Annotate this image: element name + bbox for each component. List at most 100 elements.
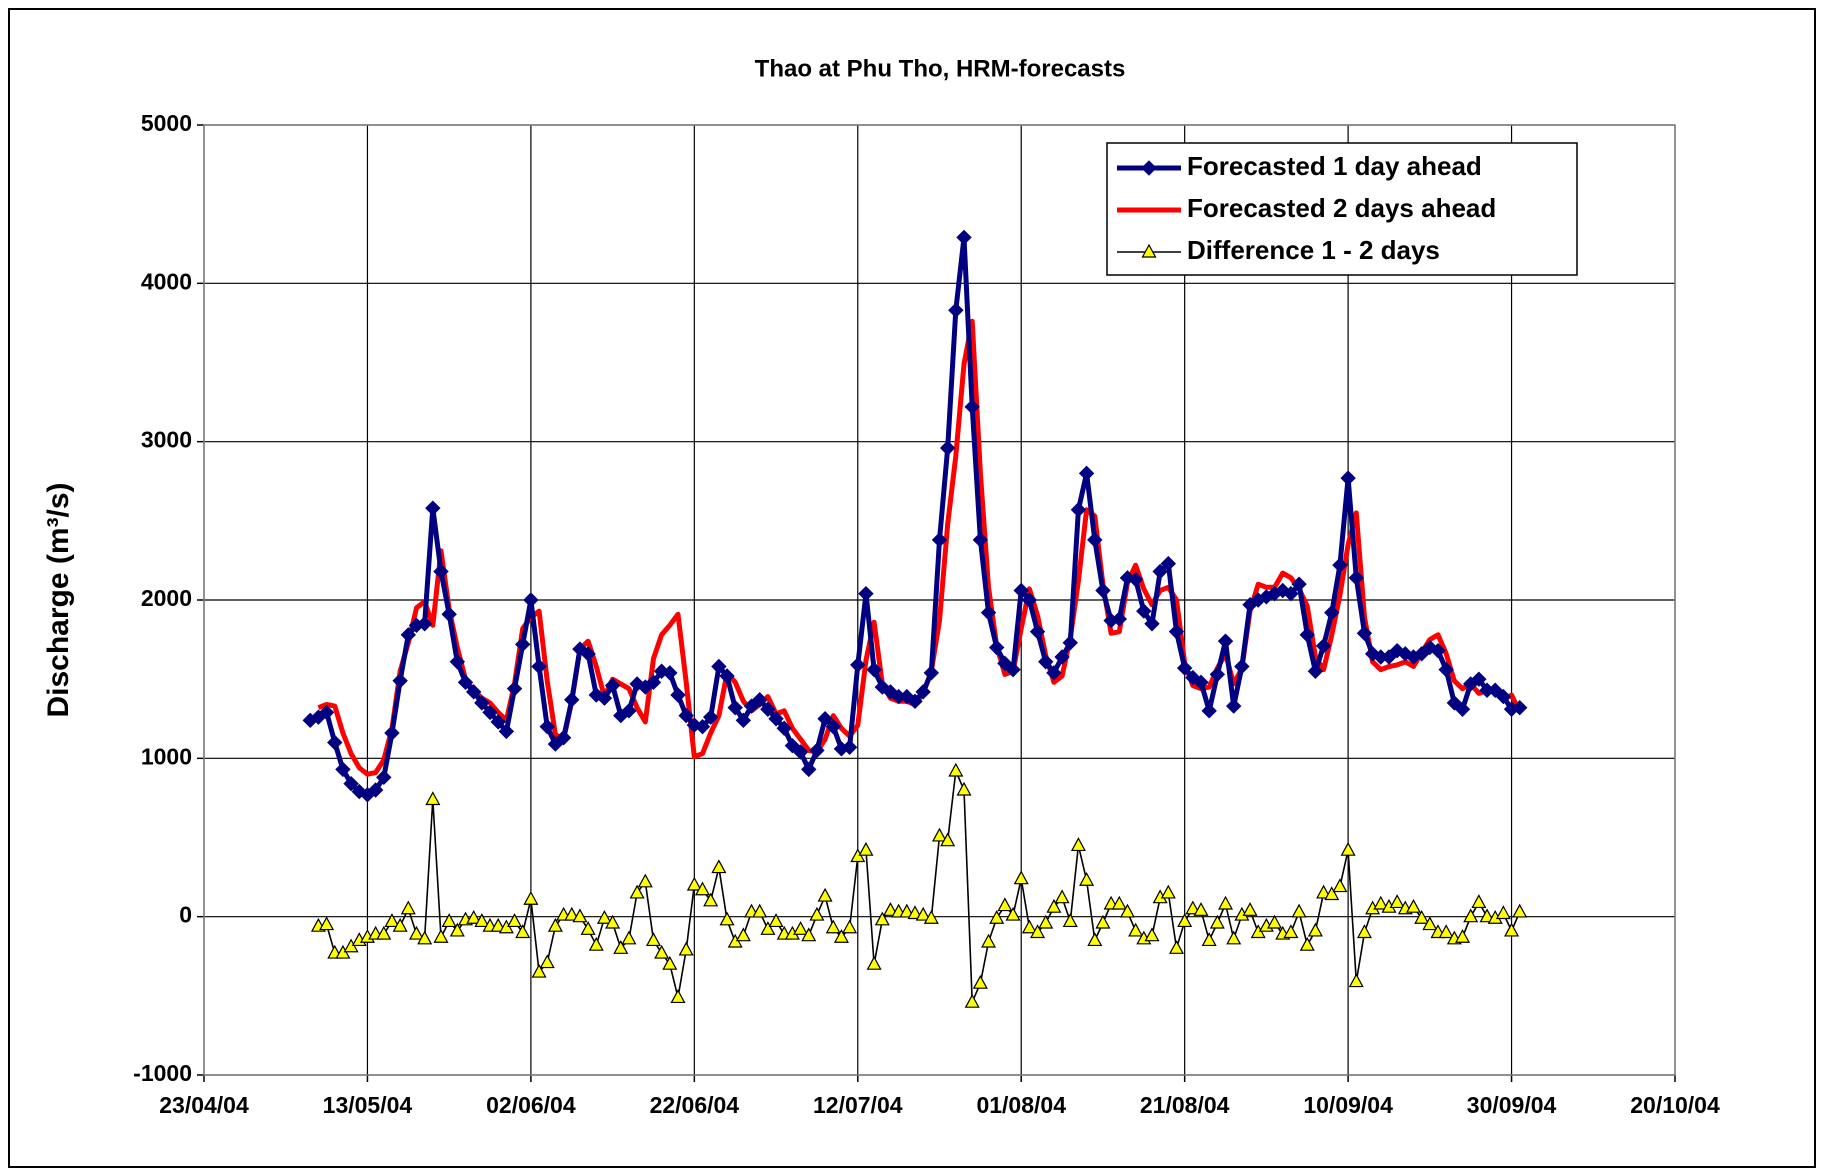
triangle-marker: [801, 927, 817, 942]
triangle-marker: [1405, 898, 1421, 913]
diamond-marker: [457, 674, 474, 691]
diamond-marker: [939, 440, 956, 456]
triangle-marker: [400, 900, 416, 915]
y-tick-label: 0: [179, 902, 192, 928]
diamond-marker: [972, 532, 989, 548]
diamond-marker: [784, 737, 801, 754]
diamond-marker: [956, 229, 972, 246]
diamond-marker: [1364, 646, 1381, 662]
diamond-marker: [1299, 627, 1315, 643]
triangle-marker: [1054, 889, 1070, 904]
triangle-marker: [1021, 919, 1037, 934]
diamond-marker: [392, 673, 408, 689]
diamond-marker: [1291, 576, 1307, 592]
triangle-marker: [915, 906, 931, 921]
diamond-marker: [1315, 638, 1332, 654]
triangle-marker: [760, 921, 776, 935]
diamond-marker: [1234, 658, 1250, 675]
diamond-marker: [376, 769, 392, 786]
diamond-marker: [498, 723, 515, 740]
x-tick-label: 22/06/04: [650, 1092, 740, 1118]
diamond-marker: [1454, 701, 1471, 717]
legend-label: Difference 1 - 2 days: [1187, 235, 1440, 265]
triangle-marker: [654, 944, 670, 959]
diamond-marker: [825, 718, 841, 735]
diamond-marker: [1283, 585, 1299, 602]
triangle-marker: [1226, 930, 1242, 945]
x-tick-label: 10/09/04: [1303, 1092, 1393, 1118]
triangle-marker: [1087, 932, 1103, 947]
diamond-marker: [1201, 703, 1217, 719]
diamond-marker: [948, 302, 964, 318]
triangle-marker: [964, 993, 980, 1008]
triangle-marker: [1340, 841, 1356, 856]
diamond-marker: [1397, 646, 1414, 662]
triangle-marker: [1438, 924, 1454, 939]
diamond-marker: [735, 712, 752, 729]
triangle-marker: [1062, 913, 1078, 928]
triangle-marker: [507, 913, 523, 928]
plot-area: [203, 124, 1676, 1076]
diamond-marker: [1471, 671, 1487, 687]
triangle-marker: [1013, 870, 1029, 885]
triangle-marker: [1356, 924, 1372, 939]
triangle-marker: [1504, 922, 1520, 937]
diamond-marker: [752, 692, 768, 708]
diamond-marker: [1495, 688, 1512, 705]
diamond-marker: [817, 711, 833, 727]
triangle-marker: [842, 919, 858, 934]
triangle-marker: [923, 909, 939, 924]
triangle-marker: [972, 974, 988, 989]
diamond-marker: [1127, 571, 1144, 588]
triangle-marker: [793, 921, 809, 935]
diamond-marker: [343, 775, 359, 792]
triangle-marker: [1283, 924, 1299, 939]
triangle-marker: [899, 903, 915, 918]
diamond-marker: [850, 657, 866, 673]
diamond-marker: [915, 684, 931, 700]
triangle-marker: [1479, 908, 1495, 923]
triangle-marker: [989, 909, 1005, 924]
triangle-marker: [417, 930, 433, 945]
triangle-marker: [376, 925, 392, 940]
triangle-marker: [564, 906, 580, 921]
x-tick-label: 30/09/04: [1467, 1092, 1557, 1118]
diamond-marker: [1021, 592, 1038, 608]
triangle-marker: [694, 881, 711, 896]
diamond-marker: [1193, 674, 1209, 691]
y-tick-label: 3000: [141, 427, 192, 453]
triangle-marker: [833, 928, 849, 943]
triangle-marker: [1141, 243, 1157, 258]
x-tick-label: 20/10/04: [1630, 1092, 1720, 1118]
triangle-marker: [1455, 928, 1471, 943]
triangle-marker: [588, 936, 604, 951]
triangle-marker: [1495, 905, 1511, 920]
triangle-marker: [433, 928, 449, 943]
diamond-marker: [506, 680, 523, 697]
diamond-marker: [1054, 649, 1070, 665]
triangle-marker: [1168, 940, 1184, 954]
triangle-marker: [948, 762, 964, 777]
diamond-marker: [988, 639, 1005, 656]
triangle-marker: [1291, 903, 1307, 918]
triangle-marker: [1030, 924, 1046, 939]
diamond-marker: [997, 655, 1013, 672]
x-tick-label: 01/08/04: [976, 1092, 1066, 1118]
diamond-marker: [1029, 623, 1046, 640]
triangle-marker: [1324, 886, 1340, 901]
triangle-marker: [1095, 914, 1111, 929]
diamond-marker: [588, 687, 604, 703]
diamond-marker: [1141, 160, 1157, 176]
triangle-marker: [490, 917, 506, 932]
diamond-marker: [792, 744, 809, 760]
y-tick-label: 2000: [141, 585, 192, 611]
triangle-marker: [1389, 894, 1405, 909]
diamond-marker: [539, 718, 555, 735]
diamond-marker: [1225, 698, 1242, 714]
diamond-marker: [768, 711, 784, 727]
triangle-marker: [1177, 913, 1193, 928]
diamond-marker: [384, 725, 400, 741]
diamond-marker: [645, 674, 662, 691]
legend-label: Forecasted 2 days ahead: [1187, 193, 1496, 223]
